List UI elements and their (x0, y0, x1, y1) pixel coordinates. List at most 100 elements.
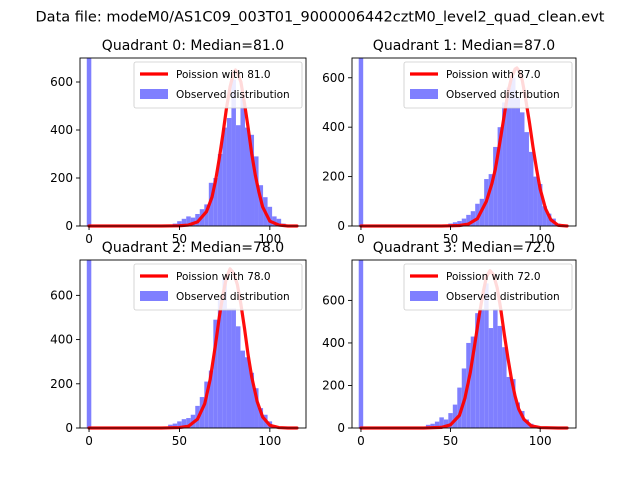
histogram-bar (533, 176, 538, 226)
legend-label-poisson: Poission with 81.0 (176, 69, 271, 81)
histogram-bar (217, 154, 223, 226)
x-tick-label: 0 (357, 434, 365, 448)
histogram-bar (479, 308, 485, 428)
legend-box (133, 263, 303, 311)
y-tick-label: 400 (50, 123, 73, 137)
y-tick-label: 400 (50, 333, 73, 347)
y-tick-label: 600 (322, 71, 345, 85)
y-tick-label: 600 (50, 288, 73, 302)
x-tick-label: 50 (172, 232, 187, 246)
histogram-bar (488, 174, 494, 226)
histogram-bar (186, 216, 191, 226)
histogram-bar (497, 325, 503, 428)
legend-label-observed: Observed distribution (176, 89, 290, 101)
legend-box (403, 61, 573, 109)
subplot-quadrant-3: 0 50 100 0 200 400 600 Quadrant 3: Median=72.0 P… (322, 240, 577, 448)
legend-swatch-bar (410, 89, 438, 99)
histogram-bar (506, 87, 512, 227)
histogram-bar (497, 127, 503, 226)
legend-label-poisson: Poission with 78.0 (176, 271, 271, 283)
x-tick-label: 0 (85, 434, 93, 448)
histogram-bar (267, 206, 273, 226)
histogram-bar (484, 283, 489, 428)
legend-box (403, 263, 573, 311)
x-tick-label: 0 (85, 232, 93, 246)
histogram-bar (466, 214, 471, 226)
histogram-bar (515, 97, 520, 226)
axes-frame (79, 57, 307, 227)
histogram-bar (272, 216, 277, 226)
histogram-bar (213, 319, 218, 428)
legend: Poission with 72.0 Observed distribution (403, 263, 573, 311)
histogram-bar (358, 58, 364, 226)
histogram-bar (235, 326, 241, 428)
histogram-bar (249, 134, 255, 226)
y-tick-label: 0 (337, 421, 345, 435)
x-tick-label: 0 (357, 232, 365, 246)
axes-frame (79, 259, 307, 429)
x-tick-label: 100 (258, 434, 281, 448)
histogram-bar (235, 125, 241, 226)
histogram-bar (226, 118, 232, 226)
histogram-bar (461, 218, 467, 226)
histogram-bar (177, 221, 182, 226)
legend: Poission with 81.0 Observed distribution (133, 61, 303, 109)
y-tick-label: 400 (322, 120, 345, 134)
legend: Poission with 87.0 Observed distribution (403, 61, 573, 109)
histogram-bar (524, 132, 529, 226)
x-tick-label: 100 (529, 434, 552, 448)
subplot-title: Quadrant 0: Median=81.0 (102, 38, 284, 54)
histogram-bar (520, 112, 525, 226)
legend-swatch-bar (140, 291, 168, 301)
subplot-title: Quadrant 1: Median=87.0 (373, 38, 555, 54)
y-tick-label: 0 (337, 219, 345, 233)
legend-label-observed: Observed distribution (446, 291, 560, 303)
histogram-bar (448, 413, 453, 428)
histogram-bar (276, 218, 282, 226)
legend-label-observed: Observed distribution (446, 89, 560, 101)
histogram-bar (493, 308, 498, 428)
x-tick-label: 50 (443, 434, 458, 448)
y-tick-label: 200 (322, 170, 345, 184)
histogram-bar (506, 376, 512, 428)
y-tick-label: 200 (50, 171, 73, 185)
histogram-bar (204, 381, 209, 428)
histogram-bar (515, 402, 520, 428)
histogram-bar (511, 379, 516, 428)
subplot-title: Quadrant 2: Median=78.0 (102, 240, 284, 256)
axes-frame (351, 57, 577, 227)
histogram-bar (213, 178, 218, 226)
histogram-bar (546, 213, 552, 226)
histogram-bar (457, 221, 462, 226)
y-tick-label: 0 (65, 219, 73, 233)
histogram-bar (240, 350, 245, 428)
histogram-bar (542, 206, 547, 226)
histogram-bar (502, 102, 507, 226)
histogram-bar (470, 336, 476, 428)
legend: Poission with 78.0 Observed distribution (133, 263, 303, 311)
histogram-bar (217, 299, 223, 428)
histogram-bar (222, 277, 227, 428)
histogram-bar (244, 127, 250, 226)
histogram-bar (181, 218, 187, 226)
histogram-bar (172, 423, 178, 428)
legend-label-poisson: Poission with 72.0 (446, 271, 541, 283)
y-tick-label: 200 (322, 378, 345, 392)
histogram-bar (358, 260, 364, 428)
histogram-bar (244, 357, 250, 428)
histogram-bar (443, 419, 449, 428)
y-tick-label: 600 (322, 293, 345, 307)
subplot-quadrant-0: 0 50 100 0 200 400 600 Quadrant 0: Median=81.0 P… (50, 38, 307, 246)
x-tick-label: 50 (443, 232, 458, 246)
y-tick-label: 600 (50, 75, 73, 89)
legend-label-observed: Observed distribution (176, 291, 290, 303)
figure-title: Data file: modeM0/AS1C09_003T01_90000064… (36, 10, 605, 26)
histogram-bar (208, 182, 214, 226)
histogram-bar (470, 211, 476, 226)
legend-label-poisson: Poission with 87.0 (446, 69, 541, 81)
y-tick-label: 0 (65, 421, 73, 435)
histogram-bar (86, 58, 92, 226)
legend-swatch-bar (140, 89, 168, 99)
histogram-bar (452, 404, 458, 428)
